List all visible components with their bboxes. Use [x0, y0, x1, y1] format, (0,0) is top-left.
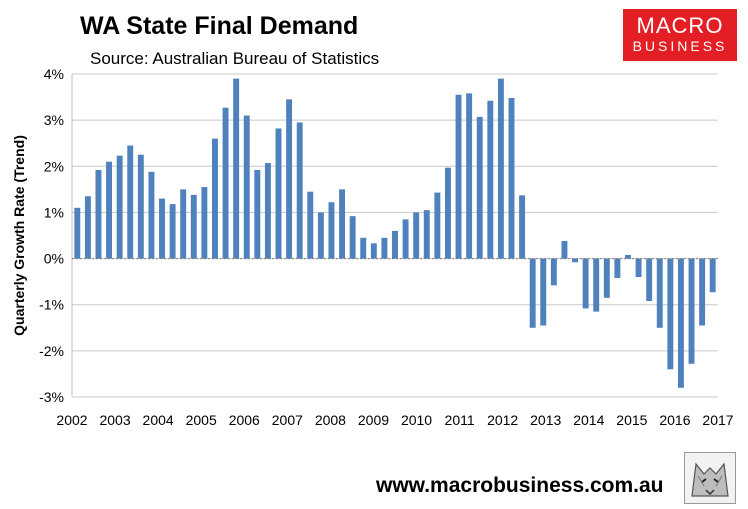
bar [434, 192, 441, 259]
bar [603, 258, 610, 298]
bar [423, 210, 430, 259]
bar [233, 78, 240, 259]
bar [370, 243, 377, 259]
bar [328, 202, 335, 259]
x-tick-label: 2006 [229, 412, 260, 428]
x-tick-label: 2015 [616, 412, 647, 428]
x-tick-label: 2014 [573, 412, 604, 428]
bar [264, 163, 271, 259]
y-tick-label: 3% [44, 112, 64, 128]
x-tick-label: 2013 [530, 412, 561, 428]
bar [540, 258, 547, 326]
y-tick-label: -3% [39, 389, 64, 405]
bar [677, 258, 684, 388]
bar [74, 207, 81, 259]
bar [519, 195, 526, 259]
bar [275, 128, 282, 259]
y-axis-label: Quarterly Growth Rate (Trend) [11, 135, 27, 336]
bar [190, 194, 197, 259]
bar [349, 216, 356, 259]
bar [381, 237, 388, 259]
footer-url: www.macrobusiness.com.au [376, 474, 664, 497]
bar [95, 169, 102, 259]
x-tick-label: 2003 [99, 412, 130, 428]
x-tick-label: 2004 [143, 412, 174, 428]
bar [307, 191, 314, 259]
bar [339, 189, 346, 259]
bar [529, 258, 536, 328]
bar [667, 258, 674, 370]
x-tick-label: 2008 [315, 412, 346, 428]
x-tick-label: 2017 [702, 412, 733, 428]
bar [466, 93, 473, 259]
bar [222, 107, 229, 259]
chart-source: Source: Australian Bureau of Statistics [90, 49, 380, 68]
bar [656, 258, 663, 328]
chart-title: WA State Final Demand [80, 12, 359, 40]
x-tick-label: 2012 [487, 412, 518, 428]
x-tick-label: 2005 [186, 412, 217, 428]
y-tick-label: 4% [44, 66, 64, 82]
macrobusiness-logo: MACRO BUSINESS [623, 9, 737, 61]
bar [212, 138, 218, 259]
logo-line-2: BUSINESS [632, 38, 728, 54]
bar [392, 230, 398, 259]
bar [635, 258, 642, 278]
bar [402, 219, 409, 259]
x-tick-label: 2016 [659, 412, 690, 428]
bar [646, 258, 653, 302]
bar [444, 167, 451, 259]
bar [688, 258, 695, 364]
bar [625, 254, 631, 259]
bar [106, 161, 113, 259]
bar [487, 100, 494, 259]
bar [360, 237, 367, 259]
bar [455, 94, 462, 259]
bar [127, 145, 134, 259]
y-tick-label: -2% [39, 343, 64, 359]
x-tick-label: 2011 [445, 412, 475, 428]
bar [582, 258, 589, 309]
bar [614, 258, 621, 278]
y-tick-label: 1% [44, 204, 64, 220]
bar [476, 116, 483, 259]
bar [413, 212, 420, 259]
y-tick-label: -1% [39, 297, 64, 313]
bar [84, 196, 91, 259]
x-tick-label: 2009 [358, 412, 389, 428]
bar [180, 189, 187, 259]
y-tick-label: 2% [44, 158, 64, 174]
bar [550, 258, 557, 286]
bar [561, 241, 568, 259]
bar [254, 169, 261, 259]
bar [116, 155, 123, 259]
bar [699, 258, 706, 326]
bar [497, 78, 504, 259]
y-tick-label: 0% [44, 251, 64, 267]
bar [169, 204, 176, 259]
bar [572, 258, 578, 263]
bar [148, 171, 155, 259]
bar [508, 97, 515, 259]
bar [593, 258, 600, 312]
logo-line-1: MACRO [636, 13, 724, 38]
x-tick-label: 2010 [401, 412, 432, 428]
bar [709, 258, 716, 293]
bar [286, 99, 293, 259]
x-tick-label: 2002 [56, 412, 87, 428]
bar [317, 212, 324, 259]
bar [159, 198, 165, 259]
bar [243, 115, 250, 259]
bar [296, 122, 303, 259]
bar [201, 187, 208, 259]
wolf-logo-icon [684, 452, 736, 504]
x-tick-label: 2007 [272, 412, 303, 428]
bar [137, 154, 144, 259]
